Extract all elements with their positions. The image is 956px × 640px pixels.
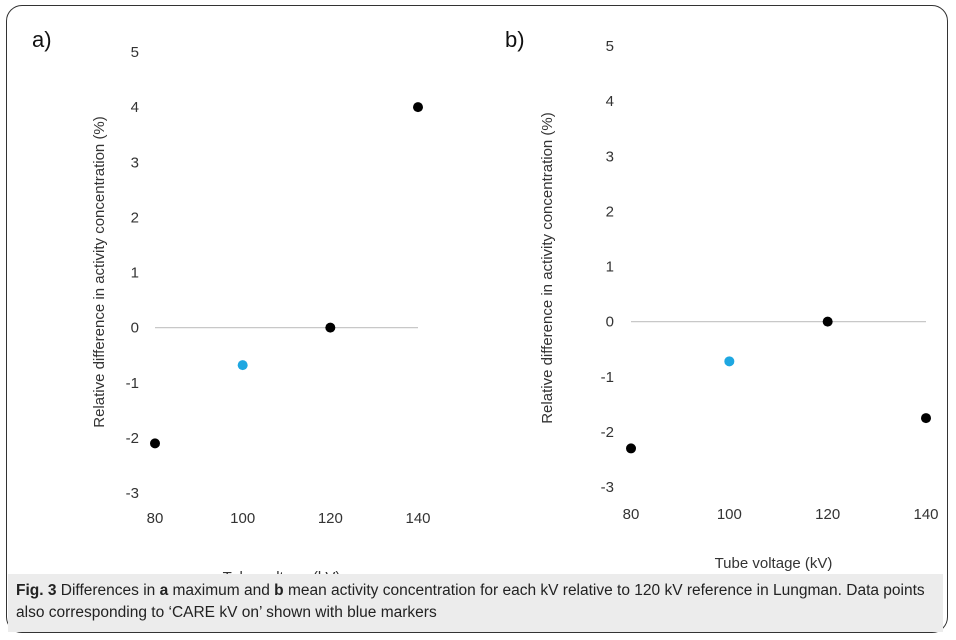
panel-b-ytick: 5 [606, 38, 614, 55]
caption-text-3: mean activity concentration for each kV … [16, 582, 925, 621]
caption-background [8, 574, 943, 632]
panel-a-xtick: 120 [318, 510, 343, 527]
panel-b-ytick: 0 [606, 314, 614, 331]
panel-a-xtick: 140 [405, 510, 430, 527]
panel-a-ytick: 3 [131, 154, 139, 171]
panel-b-ytick: -3 [601, 479, 614, 496]
caption-bold-b: b [274, 582, 284, 599]
panel-b-ytick: 1 [606, 259, 614, 276]
panel-b-data-point [626, 443, 636, 454]
panel-a-data-point [325, 322, 336, 333]
panel-a-data-point [150, 438, 160, 449]
panel-b-ytick: 3 [606, 148, 614, 165]
panel-b-data-point [822, 316, 833, 327]
panel-a-xtick: 80 [147, 510, 164, 527]
panel-a-ytick: -2 [126, 430, 139, 447]
figure-frame [6, 5, 948, 633]
panel-a-data-point [237, 360, 248, 371]
panel-b-data-point [921, 413, 931, 424]
panel-b-label: b) [505, 27, 525, 52]
panel-b-ytick: -2 [601, 424, 614, 441]
panel-b-yaxis-title: Relative difference in activity concentr… [539, 112, 556, 424]
caption-text-1: Differences in [56, 582, 160, 599]
panel-a-label: a) [32, 27, 52, 52]
caption-bold-a: a [159, 582, 169, 599]
panel-b-xtick: 100 [717, 506, 742, 523]
panel-a-ytick: 0 [131, 320, 139, 337]
panel-a-ytick: 1 [131, 265, 139, 282]
panel-b-ytick: -1 [601, 369, 614, 386]
panel-a-ytick: -1 [126, 375, 139, 392]
panel-b-ytick: 2 [606, 203, 614, 220]
panel-b-xaxis-title: Tube voltage (kV) [715, 555, 833, 572]
panel-b-xtick: 120 [815, 506, 840, 523]
panel-b-ytick: 4 [606, 93, 614, 110]
panel-a-ytick: 2 [131, 209, 139, 226]
panel-b-data-point [724, 356, 735, 367]
panel-b-xtick: 80 [623, 506, 640, 523]
panel-b-xtick: 140 [913, 506, 938, 523]
panel-a-data-point [413, 102, 423, 113]
panel-a-ytick: 4 [131, 99, 139, 116]
panel-a-yaxis-title: Relative difference in activity concentr… [91, 116, 108, 428]
figure-caption: Fig. 3 Differences in a maximum and b me… [16, 580, 941, 624]
panel-a-xtick: 100 [230, 510, 255, 527]
caption-fig-label: Fig. 3 [16, 582, 57, 599]
panel-a-ytick: 5 [131, 44, 139, 61]
caption-text-2: maximum and [168, 582, 275, 599]
panel-a-ytick: -3 [126, 485, 139, 502]
